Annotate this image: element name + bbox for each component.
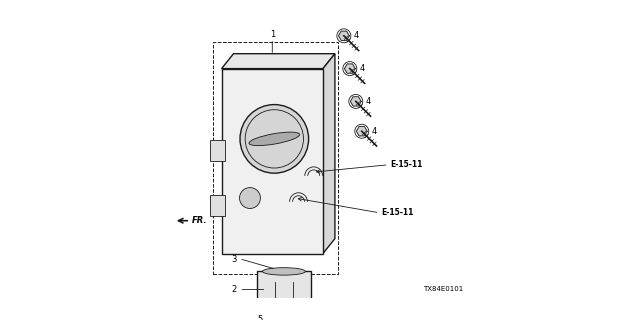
Bar	[210, 140, 225, 161]
Text: TX84E0101: TX84E0101	[423, 286, 463, 292]
Text: 3: 3	[231, 255, 236, 264]
Text: 4: 4	[353, 31, 359, 40]
Text: E-15-11: E-15-11	[381, 208, 413, 217]
Bar	[221, 68, 323, 253]
Polygon shape	[351, 97, 361, 106]
Text: 4: 4	[360, 64, 365, 73]
Polygon shape	[221, 54, 335, 68]
Text: E-15-11: E-15-11	[390, 160, 422, 169]
Text: 4: 4	[365, 97, 371, 106]
Bar	[210, 195, 225, 216]
Polygon shape	[356, 127, 367, 136]
Ellipse shape	[262, 268, 305, 275]
Text: FR.: FR.	[192, 216, 207, 225]
Circle shape	[240, 105, 308, 173]
Bar	[212, 42, 338, 274]
Text: 4: 4	[371, 127, 377, 136]
Ellipse shape	[249, 132, 300, 146]
Circle shape	[239, 188, 260, 208]
Bar	[257, 271, 311, 307]
Polygon shape	[344, 64, 355, 73]
Text: 5: 5	[258, 315, 263, 320]
Text: 2: 2	[231, 285, 236, 294]
Polygon shape	[339, 31, 349, 40]
Text: 1: 1	[269, 30, 275, 39]
Polygon shape	[323, 54, 335, 253]
